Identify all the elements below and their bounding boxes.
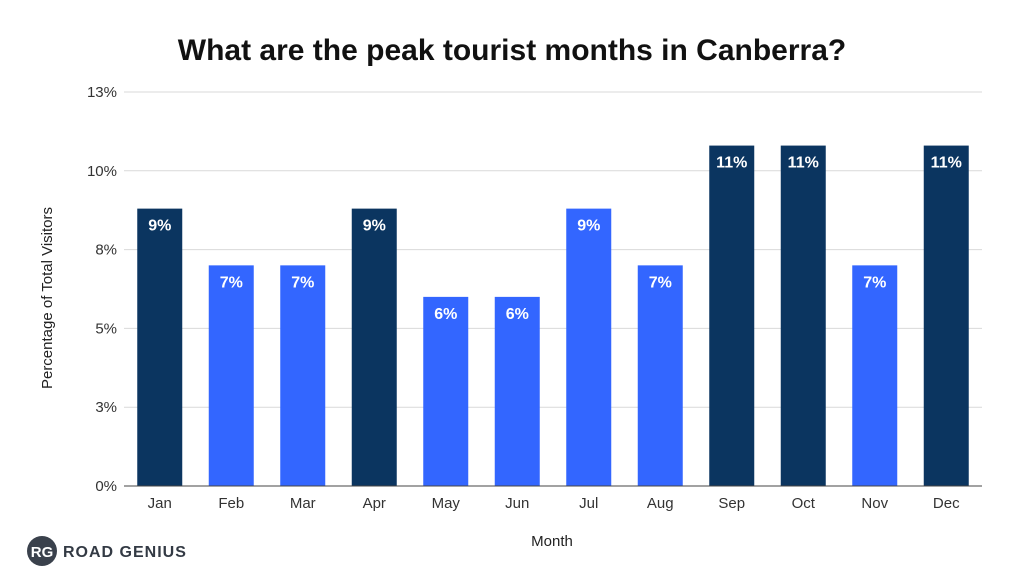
x-axis-label: Month <box>531 533 573 550</box>
bar-mar <box>280 265 326 486</box>
x-tick-label: Sep <box>718 495 745 512</box>
x-tick-label: Apr <box>363 495 386 512</box>
x-tick-label: Aug <box>647 495 674 512</box>
bar-apr <box>351 208 397 486</box>
logo-mark: RG <box>31 544 54 561</box>
chart-title: What are the peak tourist months in Canb… <box>178 34 846 67</box>
x-tick-label: Jan <box>148 495 172 512</box>
bar-value-label: 7% <box>291 274 314 291</box>
x-tick-label: Oct <box>792 495 816 512</box>
bar-value-label: 7% <box>220 274 243 291</box>
bar-data-labels: 9% 7% 7% 9% 6% 6% 9% 7% 11% 11% 7% 11% <box>148 155 962 323</box>
y-tick-label: 8% <box>95 242 117 259</box>
y-tick-label: 5% <box>95 320 117 337</box>
bar-value-label: 6% <box>434 306 457 323</box>
bar-jun <box>494 296 540 486</box>
x-tick-label: Dec <box>933 495 960 512</box>
bar-sep <box>709 145 755 487</box>
gridlines <box>124 91 982 408</box>
y-axis-ticks: 0% 3% 5% 8% 10% 13% <box>87 84 117 495</box>
x-tick-label: May <box>432 495 461 512</box>
bar-value-label: 11% <box>788 155 819 172</box>
road-genius-logo: RG ROAD GENIUS <box>27 536 187 566</box>
x-tick-label: Feb <box>218 495 244 512</box>
logo-wordmark: ROAD GENIUS <box>63 544 187 561</box>
bar-value-label: 11% <box>931 155 962 172</box>
bar-value-label: 9% <box>148 218 171 235</box>
y-tick-label: 10% <box>87 163 117 180</box>
x-tick-label: Mar <box>290 495 316 512</box>
x-tick-label: Jul <box>579 495 598 512</box>
bar-value-label: 7% <box>863 274 886 291</box>
bar-may <box>423 296 469 486</box>
bar-dec <box>923 145 969 487</box>
bars <box>137 145 969 487</box>
x-axis-ticks: Jan Feb Mar Apr May Jun Jul Aug Sep Oct Nov Dec <box>148 495 960 512</box>
bar-value-label: 9% <box>363 218 386 235</box>
bar-value-label: 6% <box>506 306 529 323</box>
bar-value-label: 11% <box>716 155 747 172</box>
bar-nov <box>852 265 898 486</box>
bar-jan <box>137 208 183 486</box>
bar-jul <box>566 208 612 486</box>
bar-oct <box>780 145 826 487</box>
x-tick-label: Nov <box>861 495 888 512</box>
bar-feb <box>208 265 254 486</box>
y-tick-label: 13% <box>87 84 117 101</box>
bar-aug <box>637 265 683 486</box>
y-tick-label: 3% <box>95 399 117 416</box>
bar-value-label: 7% <box>649 274 672 291</box>
y-axis-label: Percentage of Total Visitors <box>39 207 56 389</box>
bar-value-label: 9% <box>577 218 600 235</box>
y-tick-label: 0% <box>95 478 117 495</box>
logo-badge-icon <box>27 536 57 566</box>
x-tick-label: Jun <box>505 495 529 512</box>
